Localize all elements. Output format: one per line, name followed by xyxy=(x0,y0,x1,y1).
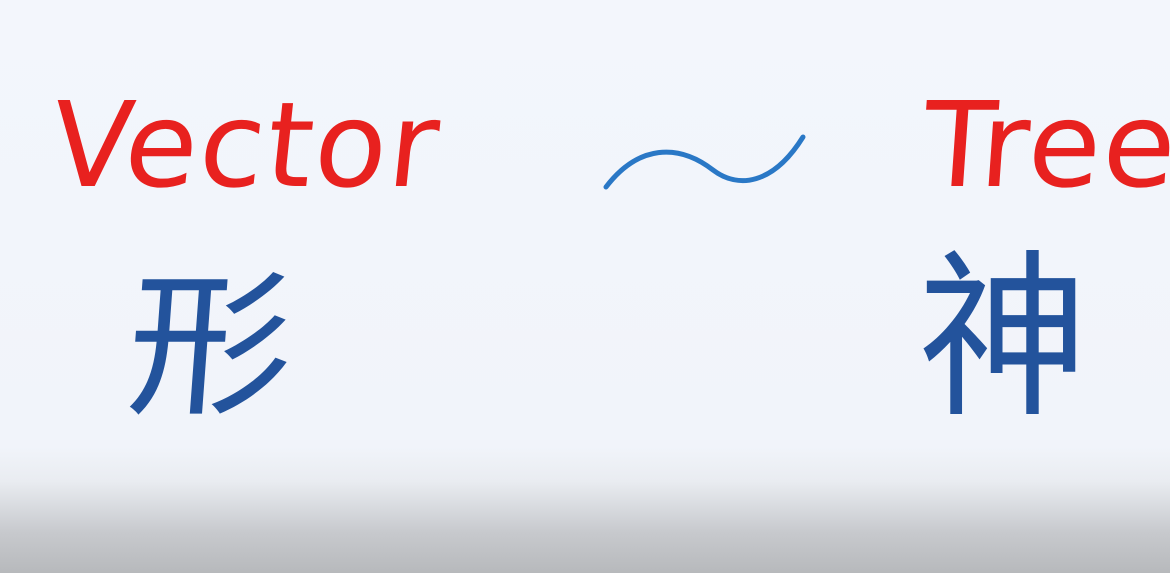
word-vector: Vector xyxy=(44,76,448,214)
glyph-xing: 形 xyxy=(121,255,300,439)
word-tree: Tree xyxy=(919,76,1170,214)
glyph-shen: 神 xyxy=(918,235,1089,443)
tilde-connector-icon xyxy=(603,134,806,190)
